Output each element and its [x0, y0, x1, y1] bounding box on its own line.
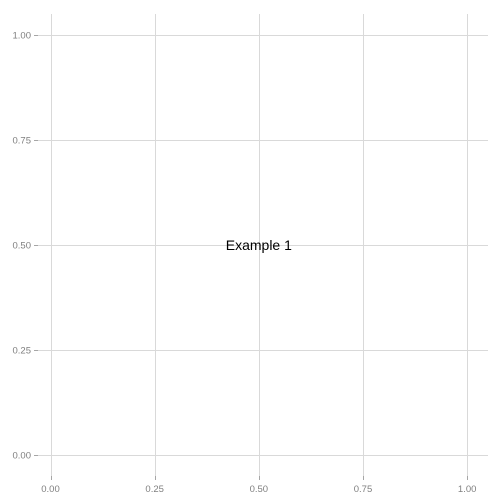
x-tick-label: 1.00	[458, 484, 477, 495]
x-tick-label: 0.00	[41, 484, 60, 495]
y-tick-label: 1.00	[13, 31, 32, 42]
grid-layer	[38, 14, 488, 476]
y-tick-label: 0.50	[13, 241, 32, 252]
tick-label-layer: 0.00 0.25 0.50 0.75 1.00 0.00 0.25 0.50 0.75 1.00	[13, 31, 477, 496]
annotation-layer: Example 1	[226, 237, 292, 253]
y-tick-label: 0.75	[13, 136, 32, 147]
tick-layer	[34, 35, 468, 480]
x-tick-label: 0.25	[145, 484, 164, 495]
y-tick-label: 0.25	[13, 346, 32, 357]
y-tick-label: 0.00	[13, 451, 32, 462]
annotation-text: Example 1	[226, 237, 292, 253]
x-tick-label: 0.75	[354, 484, 373, 495]
x-tick-label: 0.50	[250, 484, 269, 495]
